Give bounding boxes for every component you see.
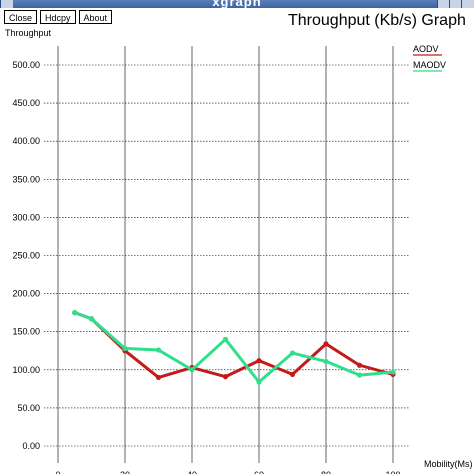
data-point-aodv (356, 362, 363, 368)
data-point-maodv (289, 350, 296, 356)
data-point-maodv (88, 316, 95, 322)
y-tick-label: 450.00 (12, 98, 40, 108)
x-tick-label: 100 (385, 470, 400, 474)
data-point-maodv (72, 310, 78, 316)
data-point-maodv (390, 369, 396, 375)
data-point-aodv (323, 341, 329, 347)
x-tick-label: 40 (187, 470, 197, 474)
x-tick-label: 0 (55, 470, 60, 474)
x-tick-label: 20 (120, 470, 130, 474)
window-titlebar: xgraph (0, 0, 474, 8)
x-tick-label: 60 (254, 470, 264, 474)
y-tick-label: 300.00 (12, 212, 40, 222)
data-point-maodv (356, 372, 363, 378)
y-tick-label: 100.00 (12, 365, 40, 375)
y-tick-label: 50.00 (17, 403, 40, 413)
close-icon[interactable] (461, 0, 474, 8)
data-point-maodv (323, 358, 329, 365)
y-tick-label: 200.00 (12, 289, 40, 299)
x-tick-label: 80 (321, 470, 331, 474)
minimize-icon[interactable] (437, 0, 450, 8)
y-tick-label: 150.00 (12, 327, 40, 337)
hdcpy-button[interactable]: Hdcpy (40, 10, 76, 24)
y-axis-title: Throughput (5, 28, 52, 38)
y-tick-label: 500.00 (12, 60, 40, 70)
close-button[interactable]: Close (4, 10, 38, 24)
legend-label-maodv: MAODV (413, 60, 446, 70)
data-point-maodv (189, 367, 195, 373)
graph-title: Throughput (Kb/s) Graph (288, 12, 466, 29)
y-tick-label: 0.00 (22, 441, 40, 451)
x-axis-title: Mobility(Ms) (424, 459, 473, 469)
y-tick-label: 250.00 (12, 251, 40, 261)
data-point-aodv (222, 374, 229, 380)
maximize-icon[interactable] (449, 0, 462, 8)
data-point-maodv (256, 379, 262, 385)
y-tick-label: 400.00 (12, 136, 40, 146)
y-tick-label: 350.00 (12, 174, 40, 184)
data-point-aodv (289, 371, 296, 377)
window-title: xgraph (212, 0, 262, 8)
about-button[interactable]: About (78, 10, 113, 24)
window-menu-icon[interactable] (0, 0, 13, 8)
data-point-maodv (122, 345, 128, 352)
data-point-maodv (155, 347, 162, 353)
data-point-aodv (155, 374, 162, 381)
legend-label-aodv: AODV (413, 44, 439, 54)
toolbar: Close Hdcpy About (4, 10, 113, 24)
data-point-aodv (256, 358, 262, 364)
data-point-maodv (222, 336, 229, 342)
